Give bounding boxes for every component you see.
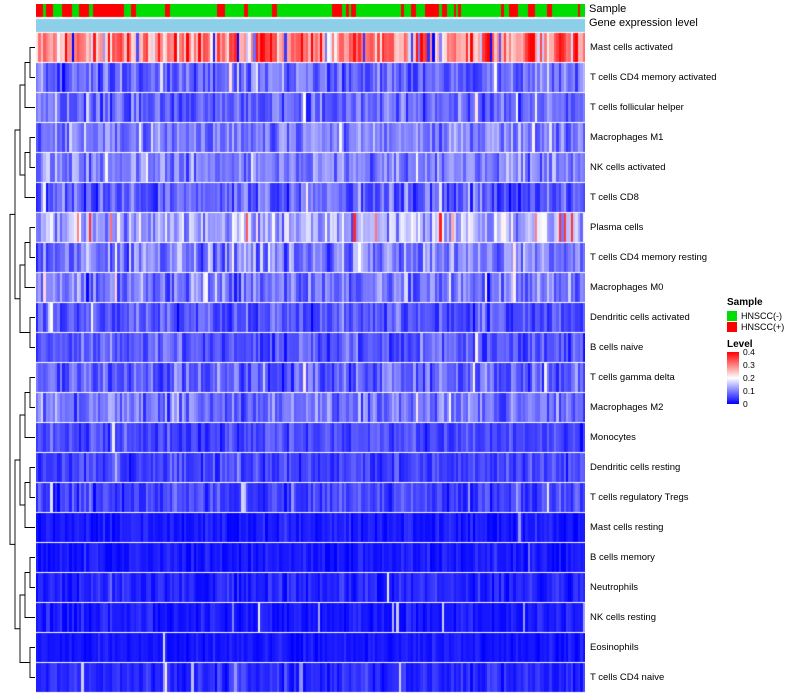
level-colorbar xyxy=(727,352,739,404)
dendrogram-path xyxy=(9,47,35,678)
legend-item-hnscc-positive: HNSCC(+) xyxy=(727,321,784,332)
dendrogram xyxy=(9,47,35,678)
row-label: Monocytes xyxy=(590,432,636,443)
row-label: T cells CD4 naive xyxy=(590,672,665,683)
level-tick-label: 0.4 xyxy=(743,347,755,357)
legend-sample-title: Sample xyxy=(727,297,763,308)
row-label: Mast cells resting xyxy=(590,522,664,533)
row-label: Dendritic cells resting xyxy=(590,462,681,473)
heatmap-canvas xyxy=(36,4,585,693)
gene-annotation-label: Gene expression level xyxy=(589,17,698,29)
row-label: NK cells activated xyxy=(590,162,666,173)
hnscc-negative-label: HNSCC(-) xyxy=(741,310,782,321)
level-tick-label: 0.1 xyxy=(743,386,755,396)
row-label: Mast cells activated xyxy=(590,42,673,53)
row-label: T cells CD4 memory resting xyxy=(590,252,708,263)
row-label: Macrophages M0 xyxy=(590,282,664,293)
row-label: Macrophages M2 xyxy=(590,402,664,413)
row-label: T cells follicular helper xyxy=(590,102,684,113)
row-label: T cells CD8 xyxy=(590,192,639,203)
legend-level-title: Level xyxy=(727,339,753,350)
legend-panel: Sample HNSCC(-) HNSCC(+) Level 0.4 0.3 0.2… xyxy=(727,297,784,412)
row-label: Plasma cells xyxy=(590,222,644,233)
row-label: T cells gamma delta xyxy=(590,372,675,383)
row-label: T cells regulatory Tregs xyxy=(590,492,689,503)
level-colorbar-wrap: 0.4 0.3 0.2 0.1 0 xyxy=(727,348,784,412)
level-tick-label: 0.3 xyxy=(743,360,755,370)
sample-annotation-label: Sample xyxy=(589,3,627,15)
row-label: Neutrophils xyxy=(590,582,639,593)
row-label: Dendritic cells activated xyxy=(590,312,690,323)
row-label: T cells CD4 memory activated xyxy=(590,72,717,83)
hnscc-positive-label: HNSCC(+) xyxy=(741,321,785,332)
hnscc-positive-swatch xyxy=(727,321,737,332)
row-label: B cells memory xyxy=(590,552,655,563)
hnscc-negative-swatch xyxy=(727,310,737,321)
level-tick-label: 0.2 xyxy=(743,373,755,383)
level-tick-label: 0 xyxy=(743,399,748,409)
legend-item-hnscc-negative: HNSCC(-) xyxy=(727,310,784,321)
row-label: B cells naive xyxy=(590,342,644,353)
row-label: Macrophages M1 xyxy=(590,132,664,143)
row-label: NK cells resting xyxy=(590,612,656,623)
row-label: Eosinophils xyxy=(590,642,639,653)
